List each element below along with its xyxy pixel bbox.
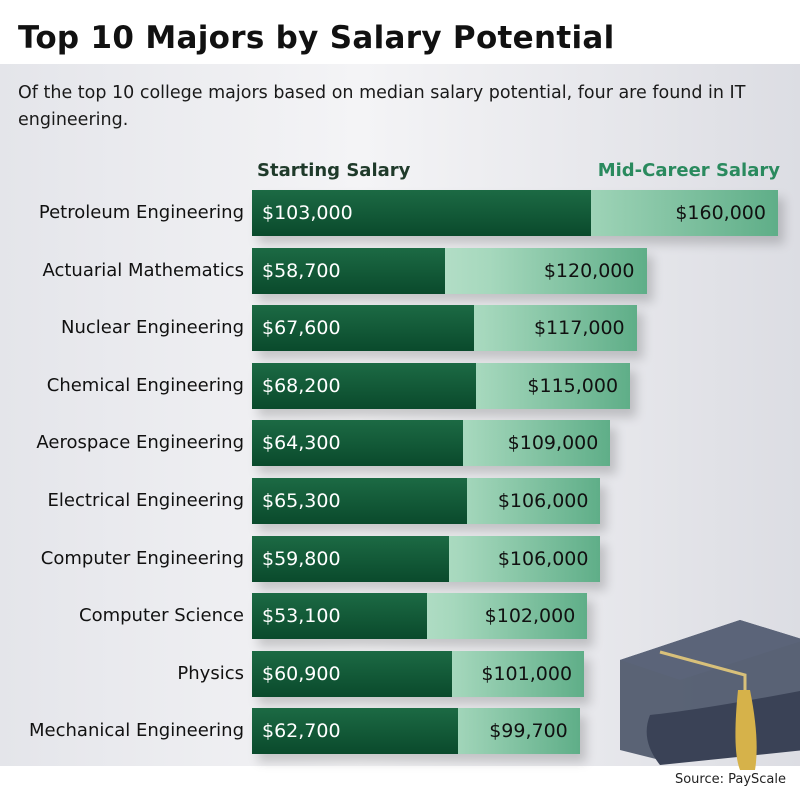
category-label: Mechanical Engineering [29,720,244,742]
bar-starting-salary [252,247,445,294]
category-label: Chemical Engineering [46,374,244,396]
bar-starting-salary [252,593,427,640]
data-label-mid-career-salary: $106,000 [497,490,589,512]
data-label-mid-career-salary: $106,000 [497,547,589,570]
category-label: Nuclear Engineering [61,317,244,339]
graduation-cap-icon [620,620,800,770]
data-label-mid-career-salary: $102,000 [484,605,576,628]
bar-starting-salary [252,190,591,236]
legend-mid-career-salary: Mid-Career Salary [597,160,780,181]
data-label-starting-salary: $53,100 [262,605,341,628]
data-label-starting-salary: $103,000 [262,202,353,224]
data-label-mid-career-salary: $101,000 [481,662,573,685]
bar-starting-salary [252,305,475,352]
category-label: Aerospace Engineering [36,432,244,454]
data-label-starting-salary: $59,800 [262,547,341,570]
bar-starting-salary [252,535,449,582]
legend-starting-salary: Starting Salary [257,160,411,181]
data-label-mid-career-salary: $120,000 [543,259,635,282]
data-label-starting-salary: $58,700 [262,259,341,282]
category-label: Computer Engineering [40,547,244,569]
source-note: Source: PayScale [674,772,786,787]
data-label-mid-career-salary: $117,000 [533,317,625,340]
bar-starting-salary [252,420,464,467]
bar-starting-salary [252,362,477,409]
data-label-starting-salary: $62,700 [262,720,341,743]
data-label-starting-salary: $64,300 [262,432,341,455]
category-label: Physics [177,662,244,684]
data-label-mid-career-salary: $109,000 [507,432,599,455]
chart-subtitle: Of the top 10 college majors based on me… [18,83,746,130]
bar-starting-salary [252,650,453,697]
category-label: Actuarial Mathematics [42,259,244,281]
bar-starting-salary [252,478,467,524]
data-label-mid-career-salary: $160,000 [675,202,766,224]
data-label-mid-career-salary: $99,700 [489,720,568,743]
data-label-mid-career-salary: $115,000 [527,374,619,397]
data-label-starting-salary: $67,600 [262,317,341,340]
data-label-starting-salary: $68,200 [262,374,341,397]
data-label-starting-salary: $60,900 [262,662,341,685]
category-label: Petroleum Engineering [38,202,244,223]
bar-starting-salary [252,708,459,755]
category-label: Computer Science [79,605,244,627]
category-label: Electrical Engineering [47,490,244,511]
data-label-starting-salary: $65,300 [262,490,341,512]
chart-title: Top 10 Majors by Salary Potential [18,20,615,56]
